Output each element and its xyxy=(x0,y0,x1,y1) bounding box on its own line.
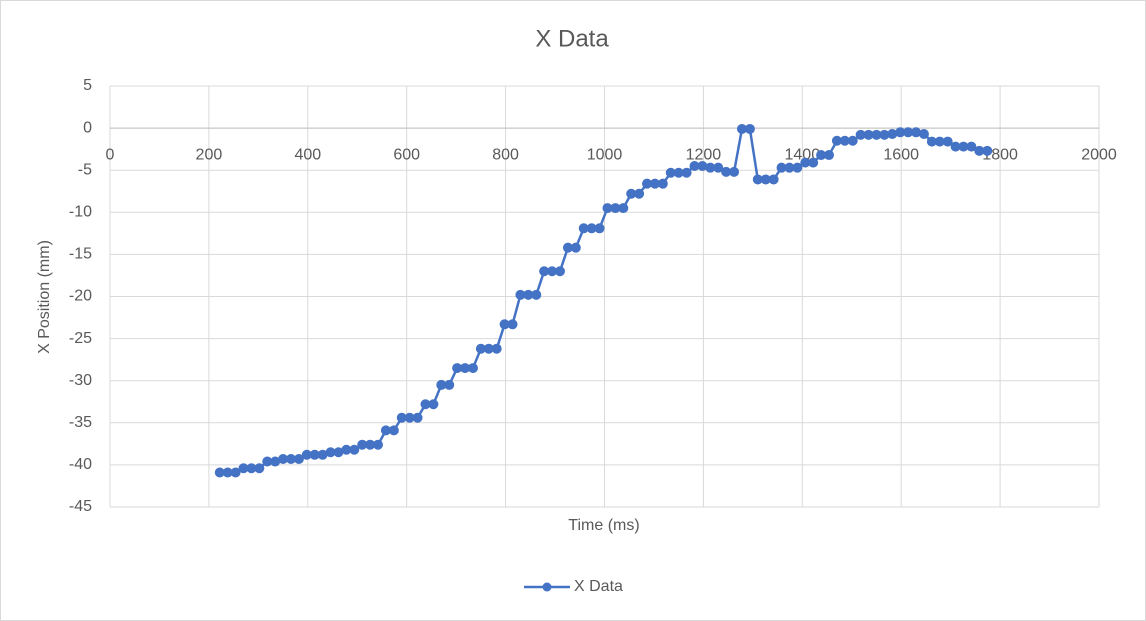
x-tick-label: 2000 xyxy=(1081,146,1117,163)
legend-marker xyxy=(542,582,552,592)
legend-label: X Data xyxy=(574,578,623,595)
x-tick-label: 1000 xyxy=(587,146,623,163)
y-tick-label: 0 xyxy=(83,119,92,136)
x-tick-label: 200 xyxy=(196,146,223,163)
data-point xyxy=(349,444,360,455)
data-point xyxy=(657,178,668,189)
legend: X Data xyxy=(524,578,623,595)
data-point xyxy=(681,167,692,178)
x-tick-label: 800 xyxy=(492,146,519,163)
data-point xyxy=(847,135,858,146)
plot xyxy=(214,123,993,478)
data-point xyxy=(467,363,478,374)
data-point xyxy=(444,379,455,390)
data-point xyxy=(713,162,724,173)
data-point xyxy=(412,412,423,423)
y-tick-label: -35 xyxy=(69,414,92,431)
y-tick-label: -5 xyxy=(78,161,92,178)
y-tick-label: -40 xyxy=(69,456,92,473)
data-point xyxy=(966,141,977,152)
data-point xyxy=(594,223,605,234)
y-tick-label: -15 xyxy=(69,246,92,263)
data-point xyxy=(491,343,502,354)
y-tick-label: -20 xyxy=(69,288,92,305)
y-tick-label: 5 xyxy=(83,77,92,94)
x-tick-label: 400 xyxy=(294,146,321,163)
data-point xyxy=(570,242,581,253)
data-point xyxy=(254,463,265,474)
x-tick-label: 0 xyxy=(106,146,115,163)
data-point xyxy=(230,467,241,478)
data-point xyxy=(554,266,565,277)
data-point xyxy=(507,319,518,330)
x-tick-label: 1600 xyxy=(883,146,919,163)
chart-title: X Data xyxy=(535,25,609,52)
data-point xyxy=(373,439,384,450)
data-point xyxy=(982,145,993,156)
data-point xyxy=(293,454,304,465)
y-tick-label: -30 xyxy=(69,372,92,389)
x-tick-label: 600 xyxy=(393,146,420,163)
y-axis-label: X Position (mm) xyxy=(36,240,53,354)
data-point xyxy=(729,166,740,177)
data-point xyxy=(942,136,953,147)
x-axis-label: Time (ms) xyxy=(568,517,639,534)
data-point xyxy=(388,425,399,436)
y-tick-label: -25 xyxy=(69,330,92,347)
data-point xyxy=(768,174,779,185)
data-point xyxy=(808,157,819,168)
data-point xyxy=(634,188,645,199)
y-tick-label: -10 xyxy=(69,204,92,221)
data-point xyxy=(744,123,755,134)
data-point xyxy=(824,150,835,161)
x-tick-label: 1200 xyxy=(686,146,722,163)
data-point xyxy=(428,399,439,410)
data-point xyxy=(618,203,629,214)
data-point xyxy=(792,162,803,173)
data-point xyxy=(531,289,542,300)
y-tick-label: -45 xyxy=(69,498,92,515)
data-point xyxy=(918,128,929,139)
